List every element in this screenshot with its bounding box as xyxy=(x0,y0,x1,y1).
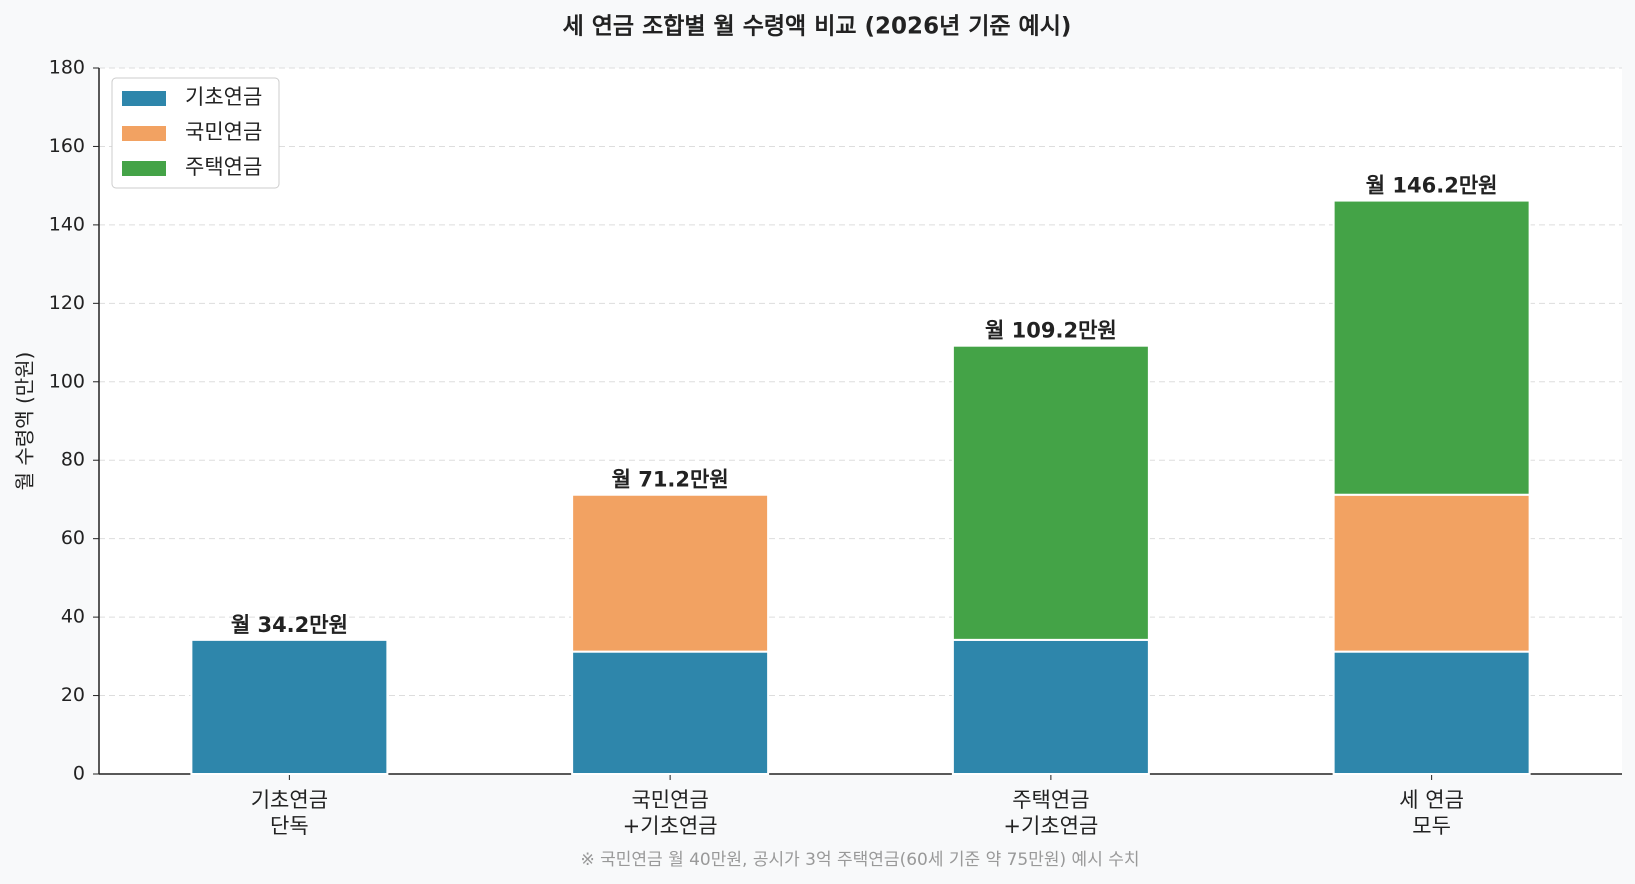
bar-segment xyxy=(1332,650,1531,775)
x-tick-label: 국민연금 +기초연금 xyxy=(622,788,718,838)
legend-label: 기초연금 xyxy=(185,85,262,109)
bar-segment xyxy=(571,493,770,653)
total-label: 월 109.2만원 xyxy=(985,319,1117,343)
total-label: 월 34.2만원 xyxy=(231,613,348,637)
x-tick-label: 기초연금 단독 xyxy=(250,788,329,838)
y-tick-label: 0 xyxy=(73,763,85,785)
bar-segment xyxy=(190,638,389,775)
total-label: 월 71.2만원 xyxy=(612,468,729,492)
y-tick-label: 140 xyxy=(49,213,85,235)
legend-label: 주택연금 xyxy=(185,155,262,179)
bar-segment xyxy=(1332,493,1531,653)
bar-segment xyxy=(951,638,1150,775)
legend-swatch xyxy=(122,126,166,141)
y-tick-label: 60 xyxy=(61,527,85,549)
legend-label: 국민연금 xyxy=(185,120,262,144)
bar-segment xyxy=(951,344,1150,641)
bar-segment xyxy=(571,650,770,775)
footnote: ※ 국민연금 월 40만원, 공시가 3억 주택연금(60세 기준 약 75만원… xyxy=(580,850,1139,870)
y-tick-label: 80 xyxy=(61,449,85,471)
y-tick-label: 40 xyxy=(61,606,85,628)
y-tick-label: 20 xyxy=(61,684,85,706)
y-tick-label: 120 xyxy=(49,292,85,314)
y-tick-label: 160 xyxy=(49,135,85,157)
x-tick-label: 주택연금 +기초연금 xyxy=(1003,788,1099,838)
legend-swatch xyxy=(122,91,166,106)
y-tick-label: 100 xyxy=(49,370,85,392)
legend-swatch xyxy=(122,161,166,176)
y-axis-label: 월 수령액 (만원) xyxy=(13,352,37,491)
chart-title: 세 연금 조합별 월 수령액 비교 (2026년 기준 예시) xyxy=(563,14,1072,40)
bar-segment xyxy=(1332,199,1531,496)
x-tick-label: 세 연금 모두 xyxy=(1399,788,1464,838)
y-tick-label: 180 xyxy=(49,57,85,79)
total-label: 월 146.2만원 xyxy=(1366,174,1498,198)
